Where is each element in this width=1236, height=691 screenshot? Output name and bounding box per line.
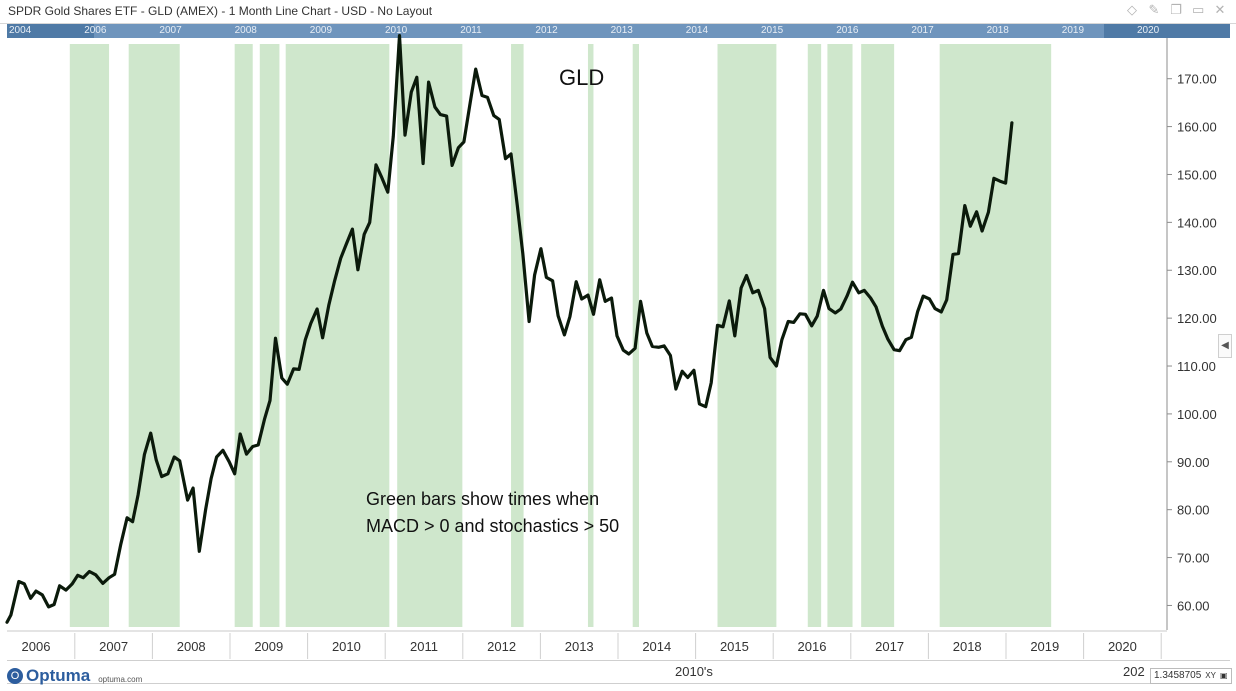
x-tick-label: 2018 bbox=[953, 639, 982, 654]
x-tick-label: 2014 bbox=[642, 639, 671, 654]
x-tick-label: 2017 bbox=[875, 639, 904, 654]
y-tick-label: 160.00 bbox=[1177, 120, 1217, 135]
x-tick-label: 2010 bbox=[332, 639, 361, 654]
x-tick-label: 2016 bbox=[798, 639, 827, 654]
overview-selection-window[interactable] bbox=[94, 24, 1104, 38]
y-tick-label: 110.00 bbox=[1177, 359, 1216, 374]
y-tick-label: 140.00 bbox=[1177, 215, 1217, 230]
overview-navigator[interactable]: 2004 2006 2007 2008 2009 2010 2011 2012 2013 2014… bbox=[7, 24, 1230, 38]
x-tick-label: 2011 bbox=[410, 639, 438, 654]
y-tick-label: 120.00 bbox=[1177, 311, 1217, 326]
shaded-period-4 bbox=[259, 44, 280, 627]
lock-icon[interactable]: ▣ bbox=[1219, 671, 1228, 680]
overview-year-label: 2013 bbox=[610, 25, 633, 36]
y-tick-label: 90.00 bbox=[1177, 455, 1210, 470]
x-tick-label: 2009 bbox=[254, 639, 283, 654]
overview-year-label: 2019 bbox=[1061, 25, 1085, 36]
logo-url: optuma.com bbox=[98, 674, 143, 684]
shaded-period-5 bbox=[285, 44, 390, 627]
bottom-bar: 2010's 202 O Optuma optuma.com 1.3458705… bbox=[7, 660, 1232, 691]
shaded-period-14 bbox=[939, 44, 1052, 627]
overview-year-label: 2004 bbox=[9, 25, 32, 36]
diamond-icon[interactable]: ◇ bbox=[1127, 2, 1137, 17]
x-tick-label: 2020 bbox=[1108, 639, 1137, 654]
chart-title: GLD bbox=[559, 65, 604, 90]
next-decade-label: 202 bbox=[1123, 664, 1145, 679]
y-tick-label: 100.00 bbox=[1177, 407, 1217, 422]
shaded-period-13 bbox=[861, 44, 895, 627]
y-tick-label: 170.00 bbox=[1177, 72, 1217, 87]
shaded-period-2 bbox=[128, 44, 180, 627]
readout-value: 1.3458705 bbox=[1154, 670, 1202, 681]
chart-annotation-line-1: Green bars show times when bbox=[366, 489, 599, 509]
decade-label: 2010's bbox=[675, 664, 713, 679]
y-tick-label: 70.00 bbox=[1177, 551, 1210, 566]
y-tick-label: 130.00 bbox=[1177, 263, 1217, 278]
window-controls: ◇ ✎ ❐ ▭ ✕ bbox=[1126, 2, 1226, 18]
overview-year-label: 2008 bbox=[234, 25, 257, 36]
optuma-logo: O Optuma optuma.com bbox=[7, 666, 142, 686]
shaded-period-8 bbox=[587, 44, 594, 627]
decade-scale: 2010's 202 bbox=[7, 660, 1230, 684]
overview-year-label: 2007 bbox=[159, 25, 182, 36]
overview-year-label: 2018 bbox=[986, 25, 1009, 36]
window-title: SPDR Gold Shares ETF - GLD (AMEX) - 1 Mo… bbox=[8, 4, 433, 18]
y-tick-label: 80.00 bbox=[1177, 503, 1210, 518]
collapse-panel-chevron-icon[interactable]: ◀ bbox=[1218, 334, 1232, 358]
overview-year-label: 2011 bbox=[460, 25, 482, 36]
close-icon[interactable]: ✕ bbox=[1214, 2, 1226, 17]
shaded-period-1 bbox=[69, 44, 110, 627]
copy-icon[interactable]: ❐ bbox=[1170, 2, 1182, 17]
x-axis-ticks: 2006 2007 2008 2009 2010 2011 2012 2013 2014 2015… bbox=[22, 633, 1162, 659]
x-tick-label: 2008 bbox=[177, 639, 206, 654]
shaded-periods bbox=[69, 44, 1052, 627]
overview-year-label: 2015 bbox=[761, 25, 784, 36]
overview-year-label: 2009 bbox=[309, 25, 333, 36]
gld-line-chart[interactable]: 60.00 70.00 80.00 90.00 100.00 110.00 120.00 13… bbox=[0, 0, 1236, 660]
chart-annotation-line-2: MACD > 0 and stochastics > 50 bbox=[366, 516, 619, 536]
x-tick-label: 2012 bbox=[487, 639, 516, 654]
overview-year-label: 2014 bbox=[685, 25, 709, 36]
y-axis-ticks: 60.00 70.00 80.00 90.00 100.00 110.00 120.00 13… bbox=[1167, 72, 1217, 613]
overview-year-label: 2017 bbox=[911, 25, 934, 36]
window-title-bar: SPDR Gold Shares ETF - GLD (AMEX) - 1 Mo… bbox=[0, 0, 1236, 24]
shaded-period-6 bbox=[397, 44, 463, 627]
gld-price-line bbox=[5, 33, 1014, 624]
x-tick-label: 2007 bbox=[99, 639, 128, 654]
y-tick-label: 60.00 bbox=[1177, 598, 1210, 613]
overview-year-label: 2020 bbox=[1137, 25, 1160, 36]
restore-icon[interactable]: ▭ bbox=[1192, 2, 1205, 17]
shaded-period-12 bbox=[827, 44, 853, 627]
overview-year-label: 2016 bbox=[836, 25, 859, 36]
pin-icon[interactable]: ✎ bbox=[1148, 2, 1160, 17]
optuma-logo-icon: O bbox=[7, 668, 23, 684]
overview-year-label: 2006 bbox=[84, 25, 107, 36]
readout-mode: XY bbox=[1205, 671, 1216, 680]
shaded-period-7 bbox=[511, 44, 524, 627]
x-tick-label: 2015 bbox=[720, 639, 749, 654]
overview-year-label: 2012 bbox=[535, 25, 558, 36]
x-tick-label: 2013 bbox=[565, 639, 594, 654]
overview-year-label: 2010 bbox=[385, 25, 408, 36]
shaded-period-11 bbox=[807, 44, 822, 627]
xy-readout[interactable]: 1.3458705 XY ▣ bbox=[1150, 668, 1232, 684]
logo-text: Optuma bbox=[26, 666, 91, 685]
y-tick-label: 150.00 bbox=[1177, 167, 1217, 182]
shaded-period-3 bbox=[234, 44, 253, 627]
x-tick-label: 2006 bbox=[22, 639, 51, 654]
x-tick-label: 2019 bbox=[1030, 639, 1059, 654]
